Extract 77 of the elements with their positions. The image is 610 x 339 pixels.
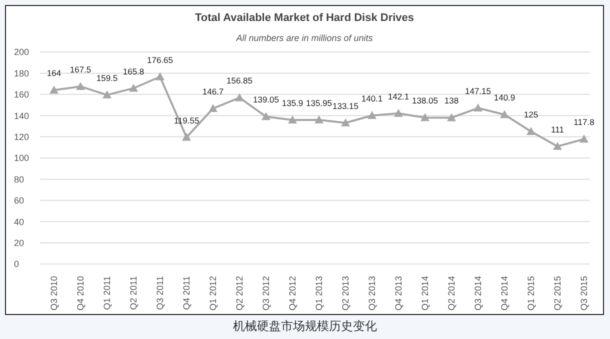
data-label: 140.1 bbox=[361, 93, 383, 104]
data-label: 111 bbox=[551, 124, 564, 134]
point bbox=[526, 127, 536, 135]
x-tick-label: Q4 2013 bbox=[394, 276, 404, 311]
point bbox=[580, 134, 588, 143]
point bbox=[447, 113, 456, 122]
x-tick-label: Q4 2011 bbox=[182, 276, 192, 310]
point bbox=[208, 104, 218, 112]
point bbox=[262, 112, 270, 120]
text: 机械硬盘市场规模历史变化 bbox=[232, 318, 378, 335]
x-tick-label: Q2 2012 bbox=[234, 276, 244, 311]
data-label: 139.05 bbox=[253, 94, 280, 105]
x-tick-label: Q3 2013 bbox=[367, 276, 377, 311]
point bbox=[553, 142, 562, 150]
data-label: 146.7 bbox=[202, 86, 224, 96]
y-tick-label: 60 bbox=[14, 196, 24, 206]
data-label: 176.65 bbox=[147, 54, 174, 65]
x-tick-label: Q2 2013 bbox=[340, 276, 350, 311]
y-tick-label: 100 bbox=[14, 153, 30, 164]
y-tick-label: 140 bbox=[14, 110, 30, 121]
data-label: 167.5 bbox=[70, 64, 92, 74]
point bbox=[341, 118, 350, 126]
point bbox=[182, 132, 191, 141]
x-tick-label: Q1 2013 bbox=[314, 276, 324, 311]
point bbox=[394, 108, 403, 117]
point bbox=[50, 86, 58, 94]
data-label: 142.1 bbox=[388, 91, 410, 102]
data-label: 140.9 bbox=[494, 92, 516, 103]
data-label: 164 bbox=[46, 68, 62, 78]
y-tick-label: 160 bbox=[14, 90, 30, 100]
x-tick-label: Q3 2014 bbox=[473, 276, 483, 311]
y-tick-label: 40 bbox=[14, 216, 24, 227]
data-label: 135.95 bbox=[306, 98, 332, 108]
data-label: 159.5 bbox=[96, 72, 118, 83]
x-tick-label: Q4 2014 bbox=[500, 276, 510, 311]
x-tick-label: Q2 2014 bbox=[446, 276, 456, 311]
point bbox=[76, 82, 85, 90]
data-label: 117.8 bbox=[574, 117, 595, 128]
x-tick-label: Q3 2010 bbox=[49, 276, 59, 311]
point bbox=[420, 113, 430, 122]
point bbox=[102, 90, 112, 98]
data-label: 133.15 bbox=[332, 100, 359, 111]
x-tick-label: Q1 2014 bbox=[420, 276, 430, 311]
point bbox=[235, 93, 244, 102]
x-tick-label: Q4 2012 bbox=[288, 276, 298, 311]
data-label: 156.85 bbox=[226, 76, 253, 86]
y-tick-label: 20 bbox=[14, 238, 24, 248]
y-tick-label: 200 bbox=[14, 47, 30, 58]
y-tick-label: 120 bbox=[14, 132, 30, 142]
point bbox=[156, 72, 164, 80]
x-tick-label: Q1 2012 bbox=[208, 276, 218, 311]
point bbox=[474, 104, 482, 112]
point bbox=[129, 84, 138, 92]
point bbox=[500, 110, 509, 118]
data-label: 138.05 bbox=[412, 96, 438, 106]
point bbox=[368, 110, 376, 119]
x-tick-label: Q2 2015 bbox=[552, 276, 562, 311]
point bbox=[288, 115, 297, 124]
data-label: 138 bbox=[444, 96, 459, 106]
chart-title: Total Available Market of Hard Disk Drives bbox=[194, 12, 416, 24]
x-tick-label: Q3 2015 bbox=[579, 276, 589, 311]
y-tick-label: 180 bbox=[14, 68, 30, 78]
x-tick-label: Q2 2011 bbox=[128, 276, 138, 310]
x-tick-label: Q1 2015 bbox=[526, 276, 536, 311]
x-tick-label: Q3 2012 bbox=[261, 276, 271, 311]
y-tick-label: 80 bbox=[14, 174, 24, 184]
data-label: 147.15 bbox=[465, 86, 492, 96]
data-label: 165.8 bbox=[122, 66, 144, 76]
x-tick-label: Q3 2011 bbox=[155, 276, 165, 310]
data-label: 135.9 bbox=[282, 98, 304, 108]
y-tick-label: 0 bbox=[14, 259, 20, 270]
point bbox=[314, 115, 324, 124]
data-label: 119.55 bbox=[174, 115, 200, 126]
chart-subtitle: All numbers are in millions of units bbox=[235, 33, 374, 43]
data-label: 125 bbox=[524, 110, 538, 120]
x-tick-label: Q1 2011 bbox=[102, 276, 112, 310]
x-tick-label: Q4 2010 bbox=[76, 276, 86, 311]
